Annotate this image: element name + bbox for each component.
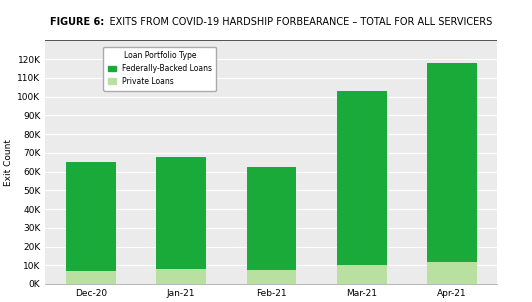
Bar (337, 265, 387, 284)
Legend: Federally-Backed Loans, Private Loans: Federally-Backed Loans, Private Loans (103, 47, 217, 91)
Y-axis label: Exit Count: Exit Count (4, 139, 13, 186)
Bar (427, 63, 477, 262)
Bar (246, 167, 296, 270)
Text: FIGURE 6:: FIGURE 6: (50, 17, 104, 27)
Bar (337, 91, 387, 265)
Bar (66, 271, 115, 284)
Bar (156, 269, 206, 284)
Bar (246, 270, 296, 284)
Bar (66, 162, 115, 271)
Bar (156, 157, 206, 269)
Bar (427, 262, 477, 284)
Text: EXITS FROM COVID-19 HARDSHIP FORBEARANCE – TOTAL FOR ALL SERVICERS: EXITS FROM COVID-19 HARDSHIP FORBEARANCE… (97, 17, 493, 27)
